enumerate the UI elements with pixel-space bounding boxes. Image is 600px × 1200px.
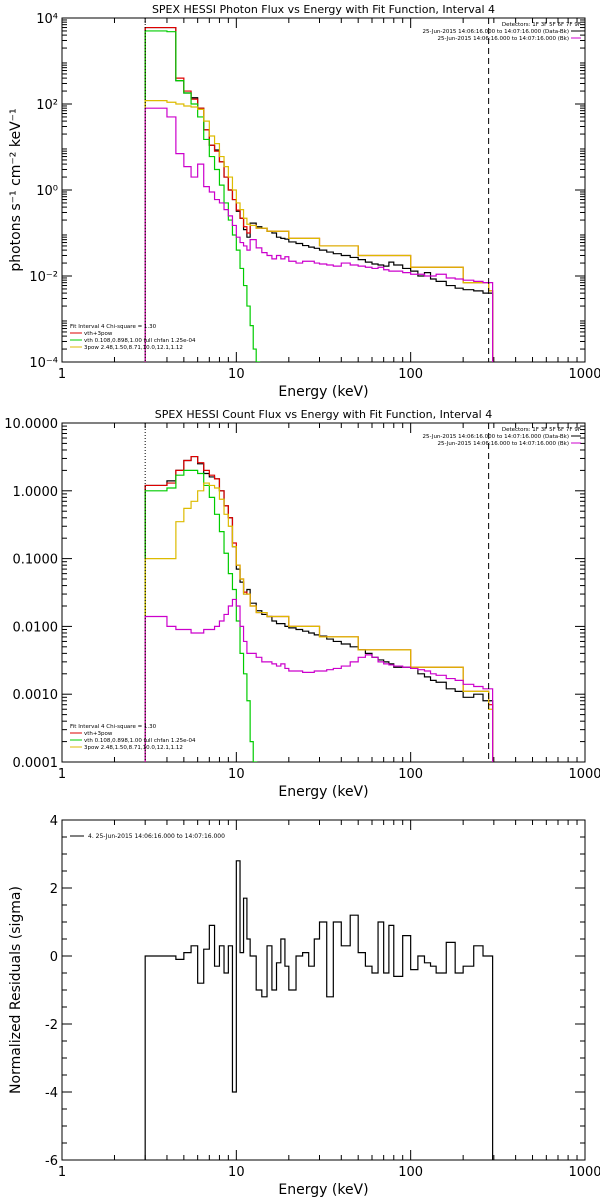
x-tick-label: 1 bbox=[58, 767, 66, 782]
x-tick-label: 10 bbox=[228, 767, 245, 782]
y-tick-label: -6 bbox=[45, 1154, 58, 1169]
y-tick-label: -2 bbox=[45, 1018, 58, 1033]
x-tick-label: 1 bbox=[58, 1165, 66, 1180]
x-tick-label: 1000 bbox=[568, 767, 600, 782]
chart-title: SPEX HESSI Count Flux vs Energy with Fit… bbox=[155, 408, 492, 421]
legend-entry: 25-Jun-2015 14:06:16.000 to 14:07:16.000… bbox=[437, 441, 569, 447]
y-tick-label: 10⁰ bbox=[36, 184, 58, 199]
y-tick-label: 10⁴ bbox=[36, 12, 58, 27]
y-tick-label: 10.0000 bbox=[4, 417, 58, 432]
x-axis-label: Energy (keV) bbox=[278, 1182, 368, 1198]
x-axis-label: Energy (keV) bbox=[278, 384, 368, 400]
series-line-5 bbox=[144, 598, 494, 762]
series-line-4 bbox=[144, 482, 494, 762]
series-line-1 bbox=[144, 455, 494, 762]
x-tick-label: 10 bbox=[228, 367, 245, 382]
y-tick-label: 1.0000 bbox=[13, 485, 59, 500]
series-line-1 bbox=[144, 26, 494, 362]
plot-frame bbox=[61, 17, 586, 363]
legend-entry: 4. 25-Jun-2015 14:06:16.000 to 14:07:16.… bbox=[88, 833, 225, 840]
y-tick-label: 10⁻² bbox=[29, 270, 58, 285]
legend-entry: vth 0.108,0.898,1.00 full chfan 1.25e-04 bbox=[84, 338, 196, 344]
x-tick-label: 1000 bbox=[568, 367, 600, 382]
y-tick-label: 0.0100 bbox=[13, 620, 59, 635]
series-group bbox=[144, 455, 494, 762]
series-line-4 bbox=[144, 99, 494, 362]
chart-panel-3: 1 10 100 1000 -6 -4 -2 0 2 4 Energy (keV) Normalize… bbox=[8, 814, 600, 1198]
x-tick-label: 1000 bbox=[568, 1165, 600, 1180]
y-tick-label: 4 bbox=[50, 814, 58, 829]
legend-entry: 25-Jun-2015 14:06:16.000 to 14:07:16.000… bbox=[423, 29, 569, 35]
series-line-2 bbox=[144, 455, 494, 762]
y-tick-label: 0.1000 bbox=[13, 553, 59, 568]
y-tick-label: -4 bbox=[45, 1086, 58, 1101]
legend-entry: Detectors: 1F 3F 5F 6F 7F 9F bbox=[502, 22, 581, 28]
plot-frame bbox=[61, 422, 586, 763]
chart-title: SPEX HESSI Photon Flux vs Energy with Fi… bbox=[152, 3, 495, 16]
chart-panel-2: SPEX HESSI Count Flux vs Energy with Fit… bbox=[4, 408, 600, 800]
x-tick-label: 10 bbox=[228, 1165, 245, 1180]
y-axis-label: photons s⁻¹ cm⁻² keV⁻¹ bbox=[8, 108, 24, 271]
series-line-2 bbox=[144, 26, 494, 362]
series-line-5 bbox=[144, 107, 494, 362]
legend-entry: 3pow 2.48,1.50,8.71,10.0,12.1,1.12 bbox=[84, 345, 183, 351]
series-group bbox=[144, 26, 494, 362]
y-axis-label: Normalized Residuals (sigma) bbox=[8, 886, 24, 1094]
legend-entry: vth+3pow bbox=[84, 731, 113, 737]
series-line-3 bbox=[144, 469, 258, 762]
y-tick-label: 2 bbox=[50, 882, 58, 897]
legend-entry: Fit Interval 4 Chi-square = 1.30 bbox=[70, 724, 157, 730]
legend-entry: Fit Interval 4 Chi-square = 1.30 bbox=[70, 324, 157, 330]
legend-entry: Detectors: 1F 3F 5F 6F 7F 9F bbox=[502, 427, 581, 433]
y-tick-label: 10⁻⁴ bbox=[29, 356, 58, 371]
x-tick-label: 1 bbox=[58, 367, 66, 382]
series-line-3 bbox=[144, 30, 261, 362]
y-tick-label: 0 bbox=[50, 950, 58, 965]
x-tick-label: 100 bbox=[398, 767, 423, 782]
legend-entry: 3pow 2.48,1.50,8.71,10.0,12.1,1.12 bbox=[84, 745, 183, 751]
plot-frame bbox=[61, 819, 586, 1161]
legend-entry: 25-Jun-2015 14:06:16.000 to 14:07:16.000… bbox=[423, 434, 569, 440]
x-tick-label: 100 bbox=[398, 1165, 423, 1180]
legend-entry: 25-Jun-2015 14:06:16.000 to 14:07:16.000… bbox=[437, 36, 569, 42]
legend-entry: vth+3pow bbox=[84, 331, 113, 337]
x-tick-label: 100 bbox=[398, 367, 423, 382]
y-tick-label: 10² bbox=[36, 98, 58, 113]
series-line-1 bbox=[144, 860, 494, 1160]
y-tick-label: 0.0010 bbox=[13, 688, 59, 703]
x-axis-label: Energy (keV) bbox=[278, 784, 368, 800]
chart-panel-1: SPEX HESSI Photon Flux vs Energy with Fi… bbox=[8, 3, 600, 400]
y-tick-label: 0.0001 bbox=[13, 756, 59, 771]
series-group bbox=[144, 860, 494, 1160]
legend-entry: vth 0.108,0.898,1.00 full chfan 1.25e-04 bbox=[84, 738, 196, 744]
